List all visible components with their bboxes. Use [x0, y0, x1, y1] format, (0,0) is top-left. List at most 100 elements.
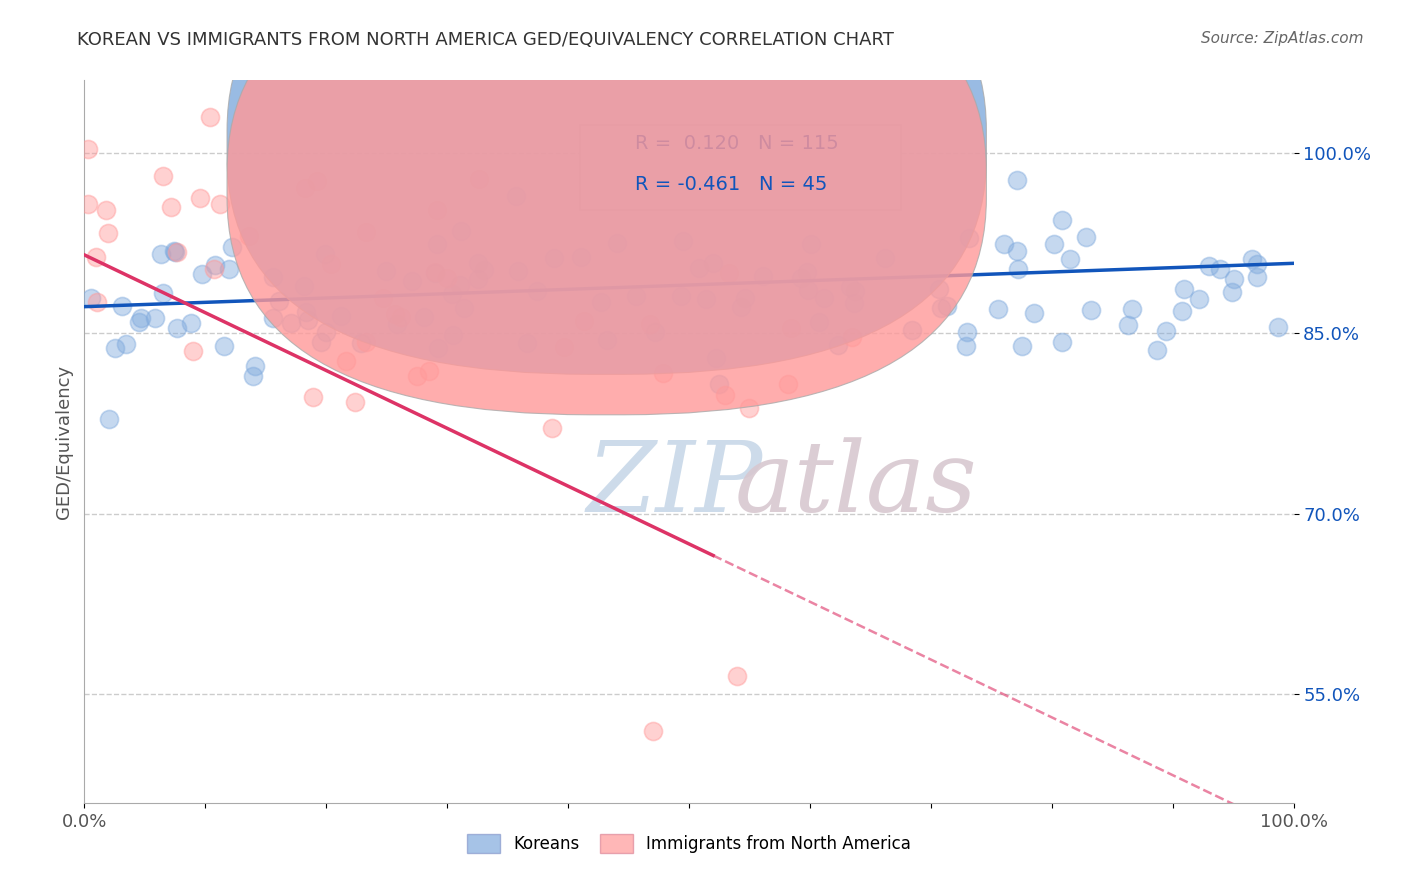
- Point: [695, 292, 717, 306]
- Point: [1188, 292, 1211, 306]
- Point: [104, 341, 127, 355]
- Point: [374, 264, 396, 278]
- Point: [150, 247, 173, 261]
- Point: [900, 323, 922, 337]
- Point: [418, 364, 440, 378]
- Point: [651, 366, 673, 380]
- Point: [928, 282, 950, 296]
- Point: [993, 237, 1015, 252]
- Point: [1121, 301, 1143, 316]
- Point: [644, 325, 666, 339]
- Point: [163, 245, 186, 260]
- Point: [737, 401, 759, 416]
- Text: KOREAN VS IMMIGRANTS FROM NORTH AMERICA GED/EQUIVALENCY CORRELATION CHART: KOREAN VS IMMIGRANTS FROM NORTH AMERICA …: [77, 31, 894, 49]
- Point: [94, 202, 117, 217]
- Point: [191, 267, 214, 281]
- Point: [1005, 173, 1028, 187]
- Point: [688, 261, 710, 276]
- Point: [76, 142, 98, 156]
- Point: [1223, 271, 1246, 285]
- Point: [467, 272, 489, 286]
- Point: [143, 310, 166, 325]
- Point: [844, 284, 866, 298]
- Text: ZIP: ZIP: [586, 437, 762, 533]
- Point: [671, 288, 693, 302]
- Point: [574, 314, 596, 328]
- Point: [796, 265, 818, 279]
- Point: [1173, 282, 1195, 296]
- Point: [672, 234, 695, 248]
- Point: [152, 169, 174, 183]
- Point: [80, 292, 103, 306]
- Point: [76, 197, 98, 211]
- Point: [797, 284, 820, 298]
- Point: [200, 110, 222, 124]
- Point: [166, 244, 188, 259]
- Point: [152, 285, 174, 300]
- Point: [813, 291, 835, 305]
- Point: [204, 258, 226, 272]
- Point: [84, 251, 107, 265]
- Point: [734, 291, 756, 305]
- Point: [354, 225, 377, 239]
- Point: [730, 301, 752, 315]
- Point: [516, 336, 538, 351]
- Point: [384, 307, 406, 321]
- Point: [827, 337, 849, 351]
- Point: [1246, 257, 1268, 271]
- Point: [111, 299, 134, 313]
- Point: [1209, 262, 1232, 277]
- Point: [115, 337, 138, 351]
- Point: [468, 172, 491, 186]
- Point: [335, 354, 357, 368]
- Point: [319, 257, 342, 271]
- Point: [387, 317, 409, 331]
- Point: [553, 340, 575, 354]
- Point: [778, 377, 800, 392]
- Point: [1267, 320, 1289, 334]
- Point: [641, 723, 664, 738]
- Point: [1116, 318, 1139, 332]
- Point: [292, 279, 315, 293]
- Point: [1076, 229, 1098, 244]
- Point: [218, 262, 240, 277]
- Point: [526, 284, 548, 298]
- Point: [295, 305, 318, 319]
- Point: [987, 302, 1010, 317]
- Point: [638, 317, 661, 331]
- Point: [1011, 339, 1033, 353]
- Point: [789, 271, 811, 285]
- Point: [297, 313, 319, 327]
- Point: [262, 311, 284, 326]
- Point: [1059, 252, 1081, 266]
- Point: [1198, 259, 1220, 273]
- Point: [1050, 335, 1073, 350]
- Point: [441, 286, 464, 301]
- Legend: Koreans, Immigrants from North America: Koreans, Immigrants from North America: [460, 827, 918, 860]
- Point: [569, 250, 592, 264]
- Point: [425, 237, 447, 252]
- Point: [350, 335, 373, 350]
- Point: [1146, 343, 1168, 358]
- Point: [314, 246, 336, 260]
- FancyBboxPatch shape: [226, 0, 987, 375]
- Point: [540, 421, 562, 435]
- Point: [356, 334, 378, 349]
- Point: [955, 325, 977, 339]
- Point: [606, 235, 628, 250]
- Point: [166, 321, 188, 335]
- Point: [1156, 324, 1178, 338]
- Point: [1246, 269, 1268, 284]
- Point: [1050, 213, 1073, 227]
- Point: [467, 256, 489, 270]
- Point: [423, 266, 446, 280]
- Point: [714, 387, 737, 401]
- Point: [959, 231, 981, 245]
- Point: [373, 291, 395, 305]
- Point: [163, 244, 186, 259]
- Point: [97, 226, 120, 240]
- Point: [717, 266, 740, 280]
- Point: [330, 310, 353, 324]
- Point: [262, 270, 284, 285]
- Point: [86, 295, 108, 310]
